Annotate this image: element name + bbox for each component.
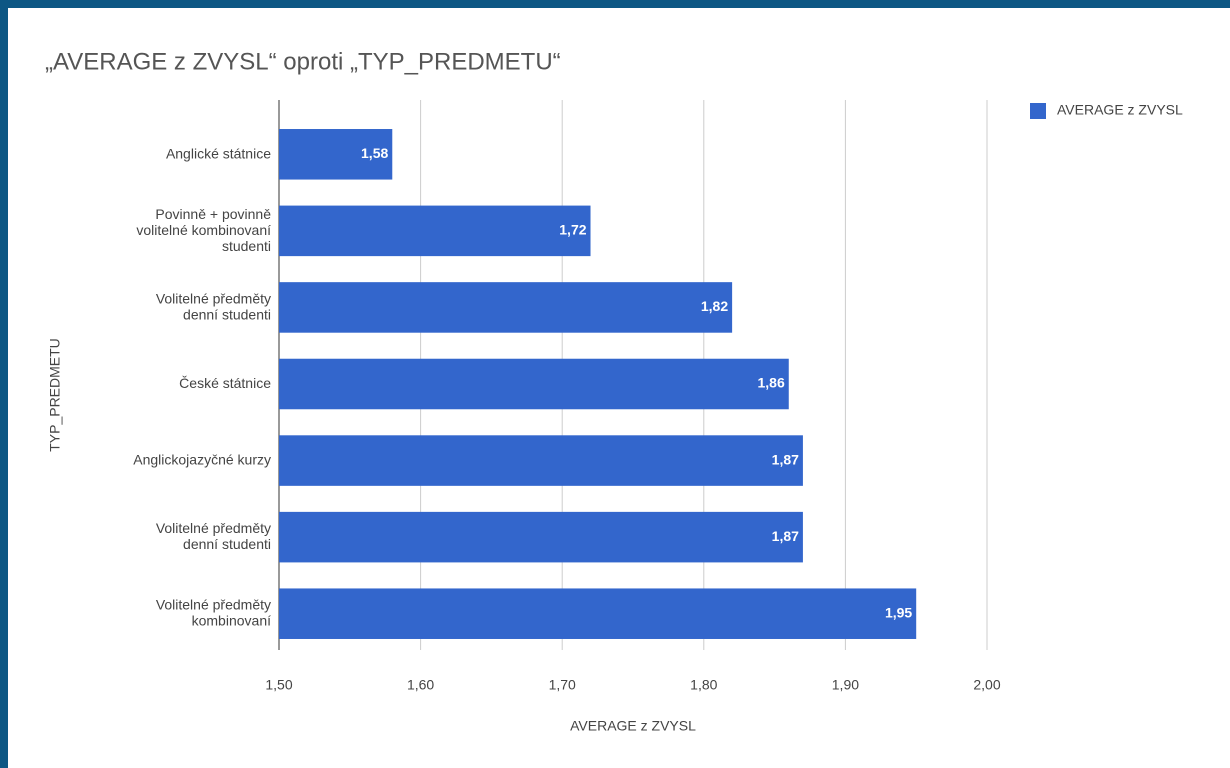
- x-tick-label: 1,70: [549, 677, 576, 693]
- data-label: 1,95: [885, 604, 912, 620]
- y-tick-label: České státnice: [179, 375, 271, 391]
- y-axis-title: TYP_PREDMETU: [47, 338, 63, 452]
- bar: [279, 129, 393, 180]
- legend-label: AVERAGE z ZVYSL: [1057, 102, 1183, 118]
- data-label: 1,58: [361, 145, 388, 161]
- x-tick-label: 2,00: [973, 677, 1000, 693]
- bar: [279, 358, 789, 410]
- bar: [279, 588, 917, 639]
- y-tick-label: Volitelné předměty kombinovaní: [156, 596, 271, 628]
- data-label: 1,82: [701, 298, 728, 314]
- bar: [279, 435, 803, 486]
- x-tick-label: 1,90: [832, 677, 859, 693]
- chart-title: „AVERAGE z ZVYSL“ oproti „TYP_PREDMETU“: [45, 48, 561, 75]
- y-tick-label: Anglickojazyčné kurzy: [133, 451, 271, 467]
- x-tick-label: 1,80: [690, 677, 717, 693]
- bar: [279, 205, 591, 257]
- bar: [279, 282, 733, 333]
- data-label: 1,72: [559, 222, 586, 238]
- data-label: 1,87: [772, 528, 799, 544]
- x-tick-label: 1,50: [265, 677, 292, 693]
- legend-swatch: [1030, 103, 1046, 119]
- data-label: 1,87: [772, 451, 799, 467]
- data-label: 1,86: [758, 375, 785, 391]
- y-tick-label: Anglické státnice: [166, 145, 271, 161]
- y-tick-label: Volitelné předměty denní studenti: [156, 290, 271, 322]
- x-axis-title: AVERAGE z ZVYSL: [570, 718, 696, 734]
- x-tick-label: 1,60: [407, 677, 434, 693]
- y-tick-label: Volitelné předměty denní studenti: [156, 520, 271, 552]
- bar: [279, 511, 803, 563]
- y-tick-label: Povinně + povinně volitelné kombinovaní st…: [136, 206, 271, 254]
